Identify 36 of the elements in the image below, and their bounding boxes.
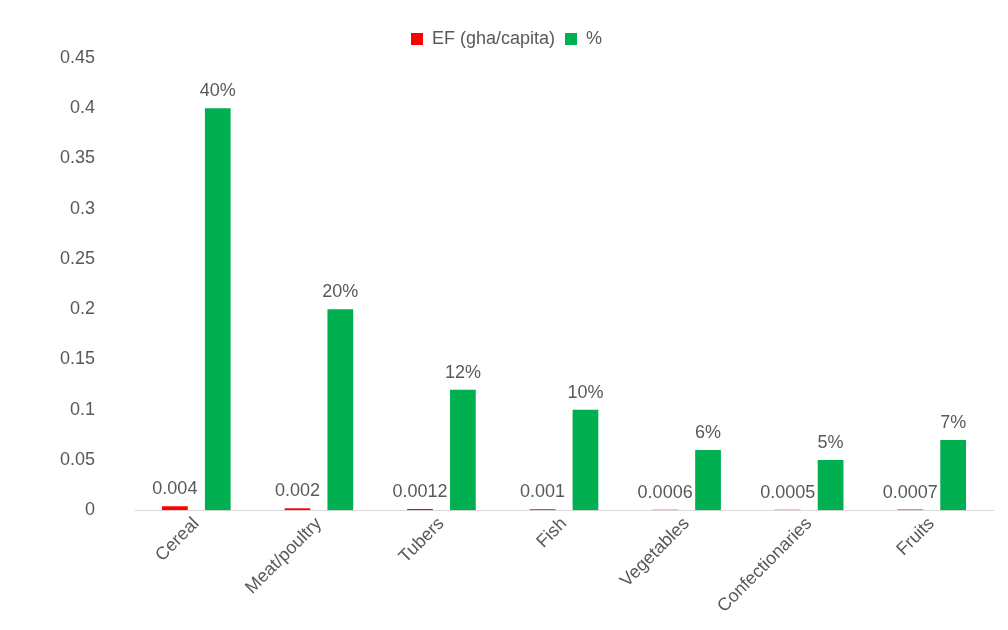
bar — [327, 309, 354, 511]
y-tick-label: 0.15 — [59, 348, 96, 369]
data-label: 0.0007 — [882, 481, 938, 502]
data-label: 0.004 — [152, 478, 198, 499]
y-tick-label: 0.05 — [59, 449, 96, 469]
data-label: 12% — [444, 361, 481, 382]
data-label: 0.002 — [274, 480, 320, 501]
data-label: 0.0006 — [637, 481, 693, 502]
data-label: 5% — [817, 432, 844, 452]
y-tick-label: 0.4 — [70, 97, 96, 118]
data-label: 7% — [940, 411, 967, 432]
data-label: 20% — [322, 281, 359, 302]
legend-label: EF (gha/capita) — [431, 27, 556, 48]
data-label: 10% — [567, 381, 604, 402]
y-tick-label: 0 — [85, 499, 96, 520]
legend-label: % — [586, 27, 603, 48]
bar — [940, 439, 967, 511]
x-tick-label: Fish — [532, 513, 571, 552]
y-tick-label: 0.25 — [59, 247, 96, 268]
bar — [162, 506, 188, 511]
bar — [204, 108, 231, 511]
bar — [817, 460, 844, 511]
y-tick-label: 0.3 — [70, 197, 96, 218]
data-label: 6% — [695, 421, 722, 442]
bar — [695, 449, 721, 511]
y-tick-label: 0.45 — [59, 46, 96, 67]
data-label: 0.0005 — [760, 481, 816, 502]
bar — [284, 508, 311, 511]
data-label: 40% — [199, 80, 236, 101]
bar — [450, 389, 476, 511]
data-label: 0.0012 — [392, 481, 448, 502]
y-tick-label: 0.1 — [70, 398, 96, 419]
y-tick-label: 0.2 — [70, 298, 96, 319]
bar — [572, 409, 599, 511]
data-label: 0.001 — [520, 481, 566, 502]
y-tick-label: 0.35 — [59, 147, 96, 168]
